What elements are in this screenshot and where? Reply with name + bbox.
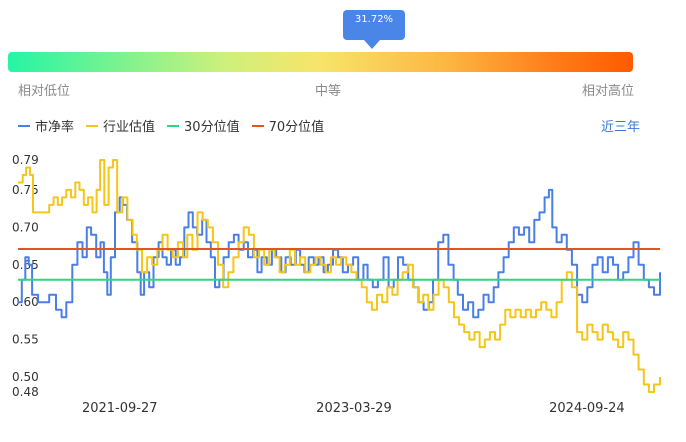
series-line-0 — [18, 188, 661, 319]
legend-item-pb[interactable]: 市净率 — [18, 116, 74, 135]
y-tick-label: 0.55 — [12, 333, 39, 347]
legend-item-p30[interactable]: 30分位值 — [167, 116, 240, 135]
legend-swatch-p30 — [167, 124, 180, 127]
percentile-gradient-bar — [8, 52, 633, 72]
legend-swatch-pb — [18, 124, 30, 127]
legend-label-p70: 70分位值 — [268, 120, 325, 135]
legend-label-p30: 30分位值 — [184, 120, 240, 135]
legend-swatch-p70 — [251, 124, 264, 127]
y-tick-label: 0.70 — [12, 220, 39, 234]
x-tick-label: 2023-03-29 — [316, 401, 392, 416]
gauge-label-high: 相对高位 — [582, 84, 635, 99]
legend-label-industry: 行业估值 — [103, 120, 156, 135]
x-tick-label: 2021-09-27 — [82, 401, 158, 416]
chart-legend: 市净率 行业估值 30分位值 70分位值 — [18, 116, 336, 135]
legend-item-p70[interactable]: 70分位值 — [251, 116, 325, 135]
percentile-label: 31.72% — [354, 14, 394, 25]
legend-item-industry[interactable]: 行业估值 — [86, 116, 155, 135]
legend-label-pb: 市净率 — [35, 120, 75, 135]
series-line-1 — [18, 159, 661, 393]
y-tick-label: 0.75 — [12, 183, 39, 197]
range-selector-3y[interactable]: 近三年 — [600, 120, 640, 135]
percentile-tooltip: 31.72% — [343, 10, 405, 40]
gauge-label-low: 相对低位 — [18, 84, 71, 99]
legend-swatch-industry — [86, 124, 99, 127]
y-tick-label: 0.79 — [12, 153, 39, 167]
y-tick-label: 0.50 — [12, 370, 39, 384]
x-tick-label: 2024-09-24 — [549, 401, 625, 416]
y-tick-label: 0.60 — [12, 295, 39, 309]
y-tick-label: 0.48 — [12, 385, 39, 399]
percentile-pointer — [364, 40, 380, 49]
percentile-gauge: 31.72% 相对低位 中等 相对高位 — [0, 0, 686, 110]
gauge-label-mid: 中等 — [315, 84, 342, 99]
